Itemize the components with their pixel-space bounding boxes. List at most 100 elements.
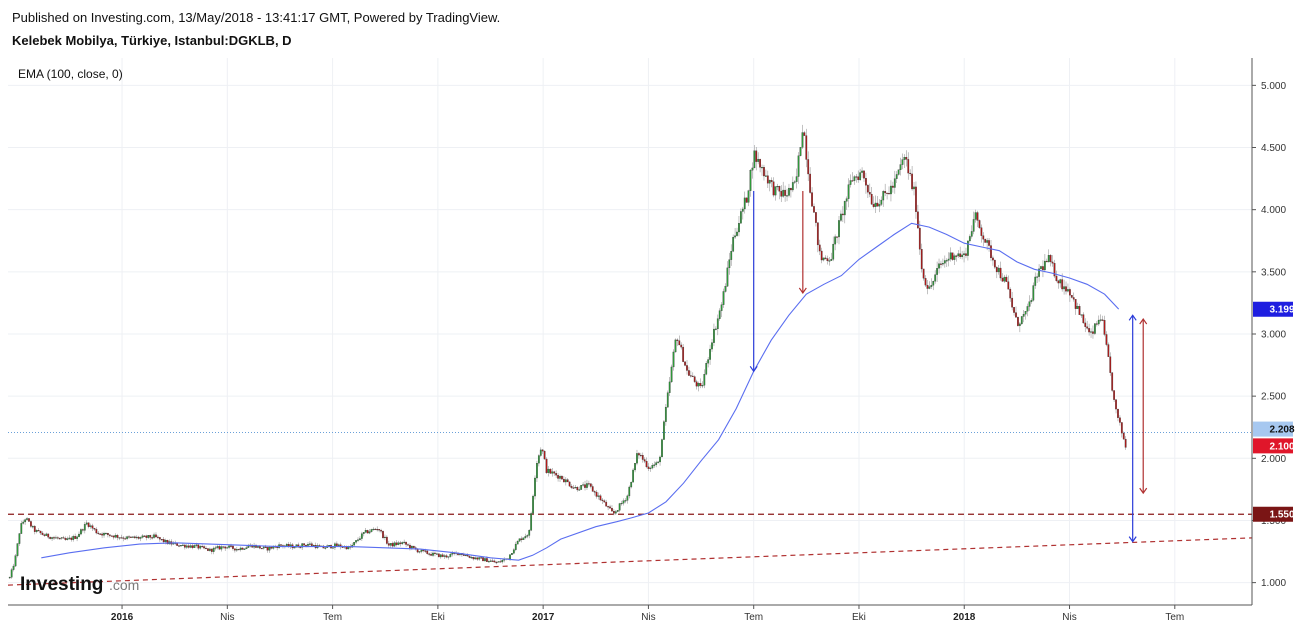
candle-body <box>449 554 452 557</box>
ema-layer <box>41 222 1120 561</box>
candle-body <box>1038 268 1040 277</box>
candle-body <box>532 495 534 514</box>
candle-body <box>247 546 250 548</box>
candle-body <box>1124 438 1127 448</box>
candle-body <box>14 555 17 567</box>
candle-body <box>693 376 696 382</box>
candle-body <box>774 186 777 196</box>
candle-body <box>135 536 138 539</box>
candle-body <box>655 462 658 465</box>
candle-body <box>772 181 775 196</box>
price-badges: 3.199 2.208 2.100 1.550 <box>1253 301 1295 522</box>
candle-body <box>1028 301 1031 307</box>
candle-body <box>1015 312 1017 318</box>
candle-body <box>972 219 975 232</box>
candle-body <box>328 545 331 547</box>
candle-body <box>674 339 677 353</box>
candle-body <box>230 545 232 547</box>
candle-body <box>60 537 63 539</box>
candle-body <box>562 478 565 483</box>
candle-body <box>897 169 900 175</box>
candle-body <box>299 547 302 549</box>
candle-body <box>651 465 654 469</box>
candle-body <box>1034 276 1037 286</box>
candle-body <box>995 267 998 273</box>
ema-indicator-label[interactable]: EMA (100, close, 0) <box>18 67 123 81</box>
candle-body <box>305 545 307 547</box>
candle-body <box>35 530 38 532</box>
candle-body <box>482 557 484 562</box>
candle-body <box>878 204 881 207</box>
candle-body <box>882 191 885 201</box>
candle-body <box>847 184 850 199</box>
candle-body <box>409 544 411 549</box>
candle-body <box>53 537 55 539</box>
candle-body <box>56 537 59 539</box>
candle-body <box>818 244 821 252</box>
candle-body <box>303 543 305 546</box>
candle-body <box>874 202 877 207</box>
candle-body <box>64 538 67 540</box>
candle-body <box>955 255 958 257</box>
candle-body <box>1072 297 1075 300</box>
candle-body <box>911 173 913 190</box>
candle-body <box>33 526 36 532</box>
candle-body <box>701 385 704 387</box>
candle-body <box>807 159 810 175</box>
candle-body <box>66 538 69 540</box>
candle-body <box>899 164 902 170</box>
candle-body <box>1080 314 1083 316</box>
candle-body <box>730 251 733 260</box>
candle-body <box>158 537 161 540</box>
candle-body <box>124 538 127 540</box>
candle-body <box>576 487 579 491</box>
candle-body <box>917 211 919 229</box>
candle-body <box>815 212 817 223</box>
candle-body <box>393 542 396 547</box>
candle-body <box>183 544 186 548</box>
candle-body <box>666 392 669 408</box>
candle-body <box>439 554 442 558</box>
candle-body <box>547 468 550 473</box>
candle-body <box>353 542 356 546</box>
candle-body <box>1088 328 1090 333</box>
candle-body <box>270 546 273 549</box>
candle-body <box>670 366 673 383</box>
candle-body <box>784 189 786 196</box>
candle-body <box>586 483 588 488</box>
candle-body <box>103 533 105 536</box>
candle-body <box>688 370 690 376</box>
candle-body <box>545 458 548 473</box>
candle-body <box>849 180 852 185</box>
candle-body <box>957 253 960 257</box>
candle-body <box>684 361 686 366</box>
candle-body <box>1097 319 1100 325</box>
candle-body <box>759 158 761 168</box>
candle-body <box>376 529 379 531</box>
candle-body <box>584 484 586 488</box>
candle-body <box>78 533 80 537</box>
candle-body <box>1074 299 1077 309</box>
candle-body <box>557 475 559 479</box>
candle-body <box>634 463 636 471</box>
candle-body <box>153 534 155 538</box>
candle-body <box>516 540 519 545</box>
arrow-head <box>1128 536 1137 543</box>
y-tick-label: 4.000 <box>1261 205 1286 216</box>
candle-body <box>478 557 481 560</box>
candle-body <box>628 486 631 497</box>
candle-body <box>410 545 413 549</box>
reference-lines <box>7 431 1253 586</box>
candle-body <box>695 381 698 387</box>
candle-body <box>62 537 65 539</box>
candle-body <box>840 213 842 221</box>
candle-body <box>976 212 979 221</box>
candle-body <box>476 557 479 560</box>
candle-body <box>486 558 488 562</box>
candle-body <box>526 535 529 537</box>
candle-body <box>224 546 227 549</box>
trend-line <box>7 537 1253 586</box>
time-axis[interactable]: 2016 Nis Tem Eki 2017 Nis Tem Eki 2018 Nis Tem <box>111 605 1184 623</box>
candle-body <box>474 557 477 560</box>
